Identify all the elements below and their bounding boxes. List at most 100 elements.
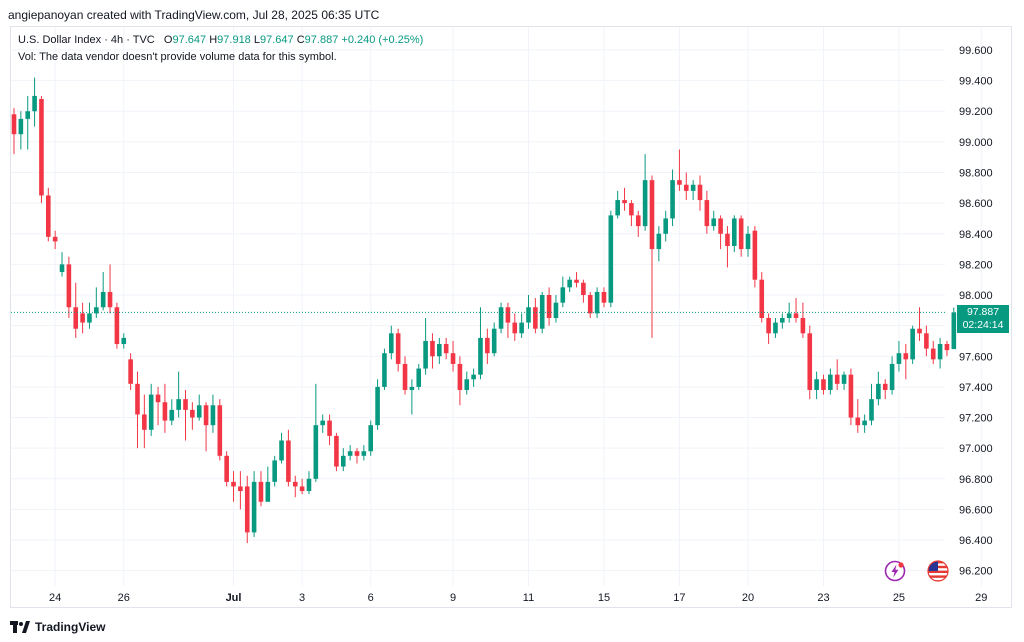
candle-body — [265, 481, 271, 502]
candle — [718, 215, 723, 250]
legend-low-label: L — [253, 34, 260, 46]
candle — [786, 302, 792, 323]
candle-body — [162, 402, 168, 421]
candle-body — [930, 348, 936, 360]
candle-body — [855, 417, 861, 426]
y-tick-label: 96.400 — [959, 535, 993, 547]
candle-body — [395, 333, 401, 364]
candle — [437, 337, 442, 364]
candle-body — [100, 291, 106, 308]
last-price-value: 97.887 — [966, 306, 1000, 319]
x-tick-label: 20 — [742, 592, 754, 604]
candle-body — [416, 368, 422, 387]
candle-body — [608, 215, 614, 303]
candle-body — [464, 379, 470, 390]
candle-body — [704, 200, 710, 227]
candle-body — [437, 344, 442, 357]
candle-body — [286, 440, 291, 482]
x-tick-label: 25 — [893, 592, 905, 604]
y-tick-label: 98.000 — [959, 290, 993, 302]
candle — [478, 307, 483, 380]
candle-body — [183, 399, 188, 410]
candle — [107, 264, 113, 314]
candle — [210, 394, 216, 433]
lightning-event-icon[interactable] — [884, 560, 906, 582]
candle-body — [94, 307, 99, 314]
candle — [183, 389, 188, 441]
candle — [745, 226, 751, 257]
x-tick-label: 26 — [118, 592, 130, 604]
candle — [505, 302, 511, 338]
candle — [73, 282, 79, 338]
candle-body — [944, 344, 950, 351]
candle — [272, 455, 277, 487]
candle-body — [683, 184, 689, 191]
candle — [951, 307, 957, 350]
candle-body — [841, 374, 847, 384]
y-tick-label: 99.600 — [959, 45, 993, 57]
candle-body — [924, 333, 929, 349]
candle-body — [889, 363, 895, 390]
y-tick-label: 99.200 — [959, 106, 993, 118]
candle — [876, 371, 881, 406]
candle — [94, 287, 99, 318]
candle-body — [793, 313, 799, 318]
ohlc-legend: U.S. Dollar Index · 4h · TVC O97.647 H97… — [18, 34, 423, 46]
us-flag-event-icon[interactable] — [927, 560, 949, 582]
candle — [635, 210, 641, 237]
candle — [738, 215, 744, 257]
candle-body — [272, 460, 277, 482]
candle — [766, 313, 771, 345]
legend-open: 97.647 — [172, 34, 207, 46]
candle-body — [505, 307, 511, 323]
candle-body — [409, 386, 415, 390]
candles — [11, 77, 957, 544]
candle — [340, 448, 346, 472]
candle-body — [821, 379, 826, 390]
candle — [587, 291, 593, 318]
candle-body — [190, 409, 195, 418]
candle — [869, 383, 874, 426]
candle-body — [697, 184, 703, 201]
candle-body — [834, 374, 840, 384]
last-price-tag: 97.887 02:24:14 — [957, 305, 1009, 334]
candle-body — [862, 420, 867, 426]
candle — [601, 287, 607, 308]
candle-body — [389, 333, 394, 354]
candle-body — [320, 420, 325, 426]
candle — [292, 475, 298, 498]
x-tick-label: 29 — [975, 592, 987, 604]
candle — [553, 295, 559, 323]
candle-body — [210, 405, 216, 426]
candle — [800, 302, 806, 338]
candle — [656, 226, 662, 262]
candle — [430, 333, 435, 369]
candle-body — [443, 344, 449, 354]
candle-body — [773, 322, 778, 334]
candle — [39, 95, 44, 204]
x-tick-label: 24 — [49, 592, 61, 604]
candle-body — [649, 180, 655, 250]
candle — [258, 471, 264, 507]
chart-credit: angiepanoyan created with TradingView.co… — [8, 8, 380, 22]
y-tick-label: 96.600 — [959, 504, 993, 516]
x-tick-label: 23 — [817, 592, 829, 604]
candle — [217, 399, 223, 461]
candle — [924, 325, 929, 357]
candle — [862, 414, 867, 433]
candle-body — [903, 353, 909, 360]
candle — [59, 252, 65, 277]
candle-body — [142, 414, 147, 430]
candle — [402, 356, 408, 395]
candle — [52, 230, 58, 250]
candle-body — [574, 279, 579, 283]
candle-body — [169, 409, 175, 421]
candle-body — [244, 486, 250, 533]
chart-frame — [10, 26, 1012, 608]
legend-close: 97.887 — [304, 34, 339, 46]
candle — [725, 226, 730, 268]
candle-body — [423, 340, 428, 369]
y-tick-label: 98.400 — [959, 229, 993, 241]
candle — [752, 226, 758, 288]
